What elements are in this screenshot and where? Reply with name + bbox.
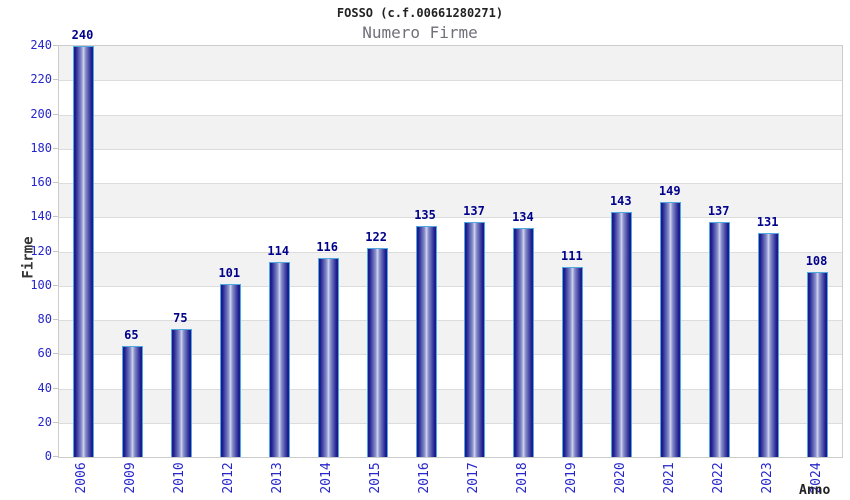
y-tick-mark	[53, 79, 58, 81]
y-tick-label: 200	[30, 106, 52, 121]
grid-band	[59, 114, 842, 149]
y-tick-label: 240	[30, 38, 52, 52]
grid-band	[59, 183, 842, 218]
y-tick-mark	[53, 353, 58, 355]
x-tick-label: 2013	[270, 462, 286, 494]
gridline	[59, 285, 842, 287]
bar	[170, 328, 192, 457]
y-tick-label: 100	[30, 277, 52, 292]
x-tick-label: 2019	[563, 462, 579, 494]
x-tick-label: 2023	[759, 462, 775, 494]
bar	[219, 284, 241, 457]
x-tick-label: 2020	[612, 462, 628, 494]
bar	[611, 212, 633, 457]
x-tick-label: 2012	[221, 462, 237, 494]
x-tick-label: 2017	[465, 462, 481, 494]
y-tick-mark	[53, 45, 58, 46]
y-tick-mark	[53, 147, 58, 149]
bar-value-label: 131	[756, 214, 779, 229]
bar-value-label: 240	[71, 28, 94, 42]
y-tick-mark	[53, 319, 58, 320]
bar	[807, 272, 829, 457]
bar	[513, 227, 535, 457]
y-tick-label: 140	[30, 209, 52, 224]
grid-band	[59, 148, 842, 183]
bar	[366, 248, 388, 457]
x-tick-label: 2006	[74, 462, 90, 494]
gridline	[59, 388, 842, 390]
bar	[121, 345, 143, 457]
x-tick-label: 2021	[661, 462, 677, 494]
gridline	[59, 251, 842, 253]
bar	[709, 222, 731, 457]
gridline	[59, 183, 842, 184]
y-tick-label: 20	[37, 414, 52, 429]
chart-title: FOSSO (c.f.00661280271)	[336, 6, 504, 20]
x-tick-label: 2015	[368, 462, 384, 494]
y-tick-mark	[53, 284, 58, 286]
y-tick-mark	[53, 113, 58, 115]
x-tick-label: 2014	[319, 462, 335, 494]
bar	[660, 201, 682, 457]
bar	[72, 46, 94, 457]
gridline	[59, 422, 842, 424]
x-axis-title: Anno	[799, 483, 831, 498]
y-tick-label: 120	[30, 243, 52, 258]
x-tick-label: 2016	[417, 462, 433, 494]
gridline	[59, 320, 842, 321]
gridline	[59, 354, 842, 356]
y-tick-label: 0	[44, 449, 52, 463]
gridline	[59, 80, 842, 82]
bar-value-label: 137	[463, 204, 485, 219]
y-tick-mark	[53, 387, 58, 389]
y-tick-mark	[53, 456, 58, 457]
bar-value-label: 114	[267, 243, 290, 258]
y-tick-label: 80	[37, 312, 52, 326]
y-tick-label: 40	[37, 380, 52, 395]
bar-value-label: 65	[124, 327, 139, 342]
y-tick-label: 180	[30, 140, 52, 155]
plot-area	[58, 45, 843, 458]
bar	[562, 266, 584, 457]
y-tick-label: 220	[30, 72, 52, 87]
bar-value-label: 116	[316, 240, 338, 255]
y-tick-mark	[53, 250, 58, 252]
grid-band	[59, 80, 842, 115]
y-tick-label: 160	[30, 175, 52, 189]
bar	[758, 232, 780, 457]
y-tick-mark	[53, 421, 58, 423]
x-tick-label: 2010	[172, 462, 188, 494]
gridline	[59, 148, 842, 150]
y-tick-label: 60	[37, 346, 52, 361]
bar	[317, 258, 339, 457]
bar-value-label: 75	[173, 310, 188, 325]
bar-value-label: 149	[658, 183, 681, 198]
bar-value-label: 122	[365, 230, 387, 245]
y-tick-mark	[53, 182, 58, 183]
y-tick-mark	[53, 216, 58, 218]
bar-value-label: 134	[512, 209, 534, 224]
bar	[415, 225, 437, 457]
bar	[464, 222, 486, 457]
bar-value-label: 135	[414, 207, 436, 222]
bar-value-label: 143	[609, 194, 632, 209]
bar-value-label: 111	[561, 248, 583, 263]
bar-value-label: 101	[218, 266, 241, 281]
gridline	[59, 114, 842, 116]
bar-value-label: 108	[805, 254, 828, 269]
gridline	[59, 217, 842, 219]
chart-subtitle: Numero Firme	[362, 23, 478, 42]
x-tick-label: 2022	[710, 462, 726, 494]
x-tick-label: 2009	[123, 462, 139, 494]
bar-value-label: 137	[707, 204, 730, 219]
bar	[268, 261, 290, 457]
x-tick-label: 2018	[514, 462, 530, 494]
grid-band	[59, 46, 842, 81]
